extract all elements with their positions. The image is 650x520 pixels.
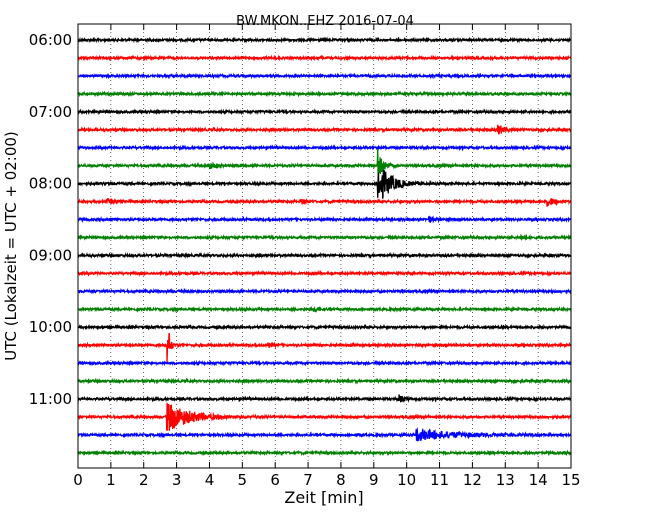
x-tick-label: 3 — [172, 471, 182, 489]
x-tick-label: 0 — [73, 471, 83, 489]
trace-1145 — [77, 449, 572, 457]
trace-1030 — [77, 359, 572, 367]
y-tick-label: 10:00 — [29, 318, 72, 336]
trace-0830 — [77, 215, 572, 224]
trace-1045 — [77, 377, 572, 385]
trace-0945 — [77, 305, 572, 313]
x-tick-label: 5 — [238, 471, 248, 489]
trace-0745 — [77, 149, 572, 179]
x-axis-ticks: 0 1 2 3 4 5 6 7 8 9 10 11 12 13 14 15 — [73, 24, 581, 489]
y-tick-label: 06:00 — [29, 31, 72, 49]
x-tick-label: 15 — [561, 471, 580, 489]
y-tick-label: 07:00 — [29, 103, 72, 121]
trace-1130 — [77, 427, 572, 442]
y-axis-ticks: 06:00 07:00 08:00 09:00 10:00 11:00 — [29, 31, 571, 408]
y-tick-label: 09:00 — [29, 246, 72, 264]
x-tick-label: 2 — [139, 471, 149, 489]
y-tick-label: 08:00 — [29, 175, 72, 193]
x-tick-label: 11 — [430, 471, 449, 489]
trace-0700 — [77, 108, 572, 116]
trace-1100 — [77, 394, 572, 404]
plot-frame — [77, 23, 572, 469]
trace-1115 — [77, 402, 572, 431]
trace-0715 — [77, 124, 572, 135]
x-tick-label: 1 — [106, 471, 116, 489]
trace-0730 — [77, 144, 572, 152]
trace-group — [77, 36, 572, 457]
trace-1000 — [77, 323, 572, 331]
trace-0915 — [77, 269, 572, 277]
trace-1015 — [77, 332, 572, 362]
trace-0615 — [77, 54, 572, 62]
x-tick-label: 10 — [397, 471, 416, 489]
x-tick-label: 12 — [463, 471, 482, 489]
trace-0930 — [77, 287, 572, 295]
y-tick-label: 11:00 — [29, 390, 72, 408]
y-axis-label: UTC (Lokalzeit = UTC + 02:00) — [2, 131, 20, 361]
chart-title: BW.MKON..EHZ 2016-07-04 — [236, 14, 414, 29]
trace-0630 — [77, 72, 572, 80]
x-tick-label: 14 — [529, 471, 548, 489]
x-axis-label: Zeit [min] — [284, 488, 363, 507]
x-tick-label: 13 — [496, 471, 515, 489]
x-tick-label: 4 — [205, 471, 215, 489]
grid-lines — [110, 24, 539, 468]
x-tick-label: 7 — [303, 471, 313, 489]
x-tick-label: 6 — [270, 471, 280, 489]
trace-0815 — [77, 197, 572, 207]
trace-0845 — [77, 233, 572, 242]
trace-0600 — [77, 36, 572, 44]
x-tick-label: 9 — [369, 471, 379, 489]
trace-0645 — [77, 90, 572, 98]
x-tick-label: 8 — [336, 471, 346, 489]
trace-0900 — [77, 251, 572, 260]
trace-0800 — [77, 169, 572, 199]
